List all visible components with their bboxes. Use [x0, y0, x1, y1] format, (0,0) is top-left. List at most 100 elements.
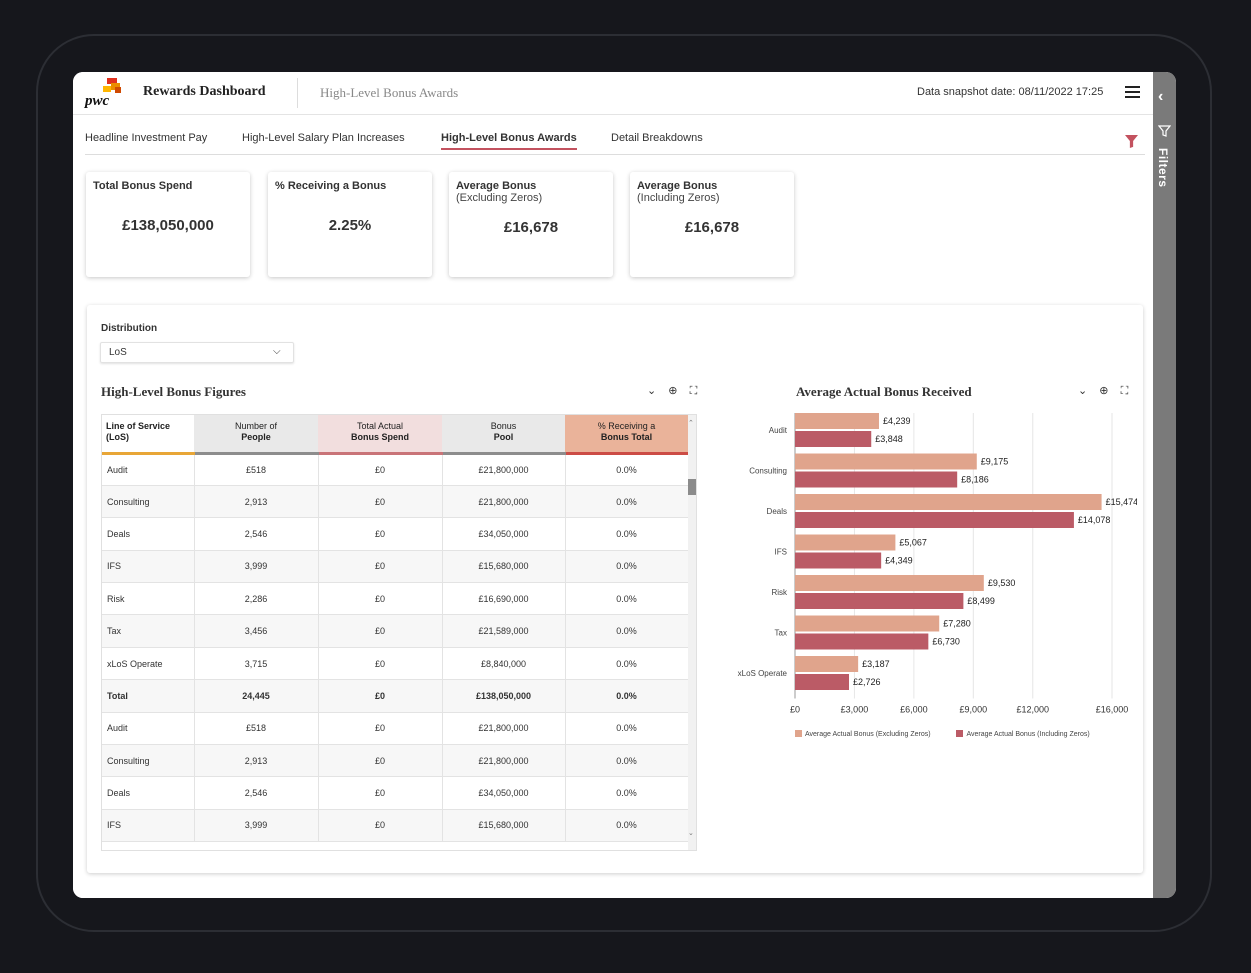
table-row[interactable]: Total 24,445 £0 £138,050,000 0.0% — [102, 679, 689, 713]
collapse-icon[interactable]: ⊕ — [1099, 385, 1109, 397]
distribution-label: Distribution — [101, 323, 158, 334]
table: Line of Service (LoS) Number of People To… — [102, 415, 689, 843]
table-row[interactable]: xLoS Operate 3,715 £0 £8,840,000 0.0% — [102, 647, 689, 681]
table-cell: £21,589,000 — [442, 614, 566, 648]
kpi-value: £16,678 — [503, 219, 559, 236]
table-cell: 2,546 — [194, 517, 319, 551]
tab-detail-breakdowns[interactable]: Detail Breakdowns — [611, 132, 703, 144]
table-cell: 0.0% — [565, 744, 689, 778]
col-header-percent-receiving[interactable]: % Receiving a Bonus Total — [565, 415, 688, 455]
col-header-people[interactable]: Number of People — [194, 415, 318, 455]
table-cell: £21,800,000 — [442, 485, 566, 519]
table-row[interactable]: Risk 2,286 £0 £16,690,000 0.0% — [102, 582, 689, 616]
table-row[interactable]: Audit £518 £0 £21,800,000 0.0% — [102, 453, 689, 486]
filters-side-panel[interactable]: ‹ Filters — [1153, 72, 1176, 898]
tab-bar: Headline Investment Pay High-Level Salar… — [85, 130, 1145, 155]
hamburger-menu-icon[interactable] — [1125, 86, 1140, 98]
scrollbar-thumb[interactable] — [688, 479, 696, 495]
distribution-select[interactable]: LoS ⌵ — [100, 342, 294, 363]
kpi-value: 2.25% — [328, 217, 372, 234]
table-cell: £0 — [318, 809, 443, 843]
table-row[interactable]: IFS 3,999 £0 £15,680,000 0.0% — [102, 809, 689, 843]
table-cell: 0.0% — [565, 517, 689, 551]
table-cell: IFS — [102, 550, 195, 584]
data-label: £4,349 — [885, 556, 913, 566]
filters-label: Filters — [1156, 148, 1170, 188]
table-row[interactable]: Deals 2,546 £0 £34,050,000 0.0% — [102, 776, 689, 810]
table-cell: 2,286 — [194, 582, 319, 616]
bonus-figures-table: Line of Service (LoS) Number of People To… — [101, 414, 697, 851]
bar-excluding-audit[interactable] — [795, 413, 879, 429]
bar-excluding-tax[interactable] — [795, 615, 940, 632]
data-label: £14,078 — [1078, 515, 1111, 525]
bar-excluding-ifs[interactable] — [795, 534, 896, 551]
table-row[interactable]: Consulting 2,913 £0 £21,800,000 0.0% — [102, 744, 689, 778]
scroll-down-icon[interactable]: ⌄ — [688, 830, 694, 837]
bar-including-deals[interactable] — [795, 512, 1074, 528]
fullscreen-icon[interactable]: ⛶ — [1120, 385, 1129, 397]
category-label: Tax — [775, 629, 787, 638]
tab-salary-plan-increases[interactable]: High-Level Salary Plan Increases — [242, 132, 405, 144]
table-row[interactable]: Deals 2,546 £0 £34,050,000 0.0% — [102, 517, 689, 551]
table-cell: 0.0% — [565, 809, 689, 843]
table-row[interactable]: Tax 3,456 £0 £21,589,000 0.0% — [102, 614, 689, 648]
legend-label-including: Average Actual Bonus (Including Zeros) — [966, 731, 1090, 738]
table-header-row: Line of Service (LoS) Number of People To… — [102, 415, 688, 455]
bar-including-xlos-operate[interactable] — [795, 674, 850, 690]
chart-section-controls: ⌄ ⊕ ⛶ — [1078, 384, 1137, 398]
table-cell: Tax — [102, 614, 195, 648]
bar-including-ifs[interactable] — [795, 552, 882, 569]
col-header-los[interactable]: Line of Service (LoS) — [102, 415, 194, 455]
bar-excluding-xlos-operate[interactable] — [795, 656, 859, 672]
fullscreen-icon[interactable]: ⛶ — [689, 385, 698, 397]
filter-funnel-icon[interactable] — [1125, 135, 1138, 148]
kpi-percent-receiving: % Receiving a Bonus 2.25% — [268, 172, 432, 277]
table-scrollbar[interactable]: ⌃ ⌄ — [688, 415, 696, 850]
kpi-average-bonus-excluding: Average Bonus (Excluding Zeros) £16,678 — [449, 172, 613, 277]
app-header: pwc Rewards Dashboard High-Level Bonus A… — [73, 72, 1153, 115]
tab-bonus-awards[interactable]: High-Level Bonus Awards — [441, 132, 577, 150]
bonus-detail-card: Distribution LoS ⌵ High-Level Bonus Figu… — [87, 305, 1143, 873]
bar-including-tax[interactable] — [795, 633, 929, 650]
chevron-down-icon[interactable]: ⌄ — [1078, 385, 1088, 397]
table-section-controls: ⌄ ⊕ ⛶ — [647, 384, 706, 398]
bar-including-risk[interactable] — [795, 593, 964, 609]
collapse-icon[interactable]: ⊕ — [668, 385, 678, 397]
table-cell: Deals — [102, 517, 195, 551]
table-cell: 0.0% — [565, 453, 689, 486]
bar-excluding-consulting[interactable] — [795, 453, 977, 470]
x-tick-label: £0 — [790, 705, 800, 715]
kpi-average-bonus-including: Average Bonus (Including Zeros) £16,678 — [630, 172, 794, 277]
table-cell: 2,546 — [194, 776, 319, 810]
table-cell: Total — [102, 679, 195, 713]
bar-excluding-deals[interactable] — [795, 494, 1102, 510]
table-row[interactable]: IFS 3,999 £0 £15,680,000 0.0% — [102, 550, 689, 584]
table-cell: £0 — [318, 485, 443, 519]
bar-including-consulting[interactable] — [795, 471, 958, 488]
table-cell: 3,456 — [194, 614, 319, 648]
table-cell: £138,050,000 — [442, 679, 566, 713]
kpi-title: Average Bonus — [456, 180, 537, 192]
table-cell: 0.0% — [565, 712, 689, 746]
table-cell: £8,840,000 — [442, 647, 566, 681]
table-row[interactable]: Audit £518 £0 £21,800,000 0.0% — [102, 712, 689, 746]
tablet-bezel — [36, 34, 1212, 932]
table-cell: £15,680,000 — [442, 809, 566, 843]
col-header-bonus-spend[interactable]: Total Actual Bonus Spend — [318, 415, 442, 455]
bar-excluding-risk[interactable] — [795, 575, 984, 591]
kpi-value: £16,678 — [684, 219, 740, 236]
table-row[interactable]: Consulting 2,913 £0 £21,800,000 0.0% — [102, 485, 689, 519]
table-cell: £0 — [318, 453, 443, 486]
table-cell: £15,680,000 — [442, 550, 566, 584]
data-label: £3,848 — [875, 434, 903, 444]
scroll-up-icon[interactable]: ⌃ — [688, 420, 694, 427]
table-cell: Audit — [102, 453, 195, 486]
x-tick-label: £9,000 — [960, 705, 988, 715]
bar-including-audit[interactable] — [795, 431, 872, 447]
col-header-bonus-pool[interactable]: Bonus Pool — [442, 415, 565, 455]
chevron-left-icon[interactable]: ‹ — [1158, 88, 1164, 105]
table-cell: £0 — [318, 679, 443, 713]
chevron-down-icon[interactable]: ⌄ — [647, 385, 657, 397]
category-label: Audit — [769, 426, 788, 435]
tab-headline-investment-pay[interactable]: Headline Investment Pay — [85, 132, 208, 144]
